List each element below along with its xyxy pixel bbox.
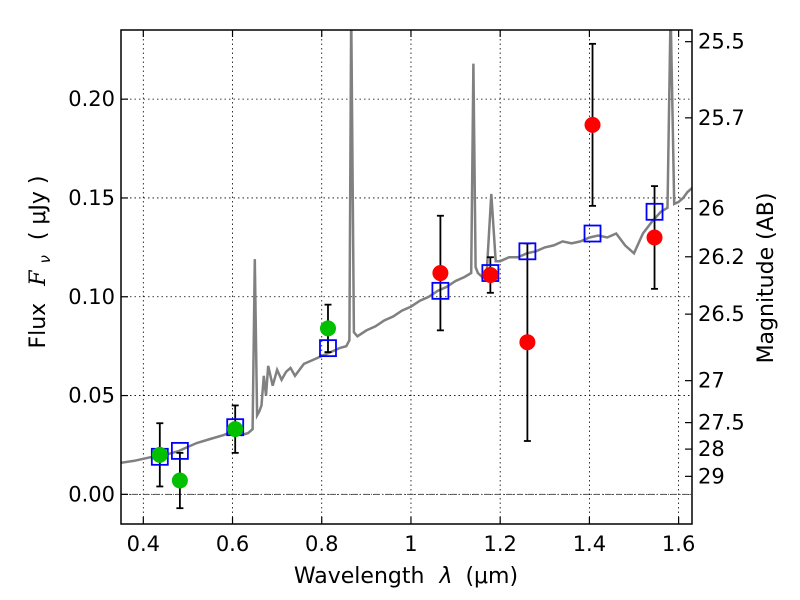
- magnitude-axis-title: Magnitude (AB): [754, 193, 779, 364]
- y-axis-ticks: 0.00 0.05 0.10 0.15 0.20: [68, 87, 128, 506]
- magnitude-tick-label-1: 25.7: [698, 106, 745, 130]
- x-axis-ticks: 0.4 0.6 0.8 1 1.2 1.4 1.6: [127, 30, 695, 556]
- grid: [121, 30, 692, 524]
- magnitude-tick-label-7: 28: [698, 437, 725, 461]
- x-tick-label-6: 1.6: [662, 532, 695, 556]
- x-axis-title-text: Wavelength: [294, 564, 425, 589]
- x-tick-label-2: 0.8: [305, 532, 338, 556]
- model-point-3: [319, 339, 337, 358]
- observed_optical-point-2: [227, 421, 244, 438]
- y-axis-title-unit: ( μJy ): [26, 175, 51, 240]
- y-axis-title-subscript: ν: [36, 255, 54, 263]
- y-tick-label-3: 0.15: [68, 186, 115, 210]
- observed_optical-point-1: [171, 472, 188, 489]
- x-axis-title-variable: λ: [438, 564, 452, 589]
- magnitude-tick-label-2: 26: [698, 197, 725, 221]
- y-axis-title-text: Flux: [26, 303, 51, 349]
- x-tick-label-5: 1.4: [573, 532, 606, 556]
- y-axis-title-variable: F: [26, 270, 51, 287]
- observed_optical-point-0: [151, 446, 168, 463]
- model-point-6: [518, 242, 537, 261]
- data-markers: [151, 116, 663, 489]
- x-tick-label-0: 0.4: [127, 532, 160, 556]
- model-point-4: [431, 281, 450, 300]
- errorbars: [156, 42, 659, 510]
- magnitude-axis-ticks: 25.5 25.7 26 26.2 26.5 27 27.528 29: [685, 30, 745, 488]
- observed_optical-point-3: [319, 320, 336, 337]
- observed_nir-point-1: [482, 267, 499, 284]
- model-point-1: [170, 441, 189, 460]
- model-point-8: [645, 202, 664, 221]
- observed_nir-point-2: [519, 334, 536, 351]
- plot-frame: [120, 29, 693, 525]
- observed_nir-point-3: [584, 116, 601, 133]
- model-point-7: [583, 224, 602, 243]
- x-axis-title: Wavelength λ (μm): [294, 564, 518, 589]
- observed_nir-point-4: [646, 229, 663, 246]
- magnitude-tick-label-8: 29: [698, 464, 725, 488]
- magnitude-tick-label-3: 26.2: [698, 245, 745, 269]
- x-tick-label-3: 1: [404, 532, 417, 556]
- magnitude-tick-label-4: 26.5: [698, 302, 745, 326]
- y-axis-title: Flux F ν ( μJy ): [26, 175, 56, 348]
- y-tick-label-2: 0.10: [68, 285, 115, 309]
- magnitude-tick-label-5: 27: [698, 369, 725, 393]
- observed_nir-point-0: [432, 265, 449, 282]
- y-tick-label-0: 0.00: [68, 482, 115, 506]
- y-tick-label-1: 0.05: [68, 384, 115, 408]
- magnitude-tick-label-6: 27.5: [698, 411, 745, 435]
- magnitude-tick-label-0: 25.5: [698, 30, 745, 54]
- x-axis-title-unit: (μm): [465, 564, 518, 589]
- spectrum-line: [121, 30, 692, 464]
- x-tick-label-4: 1.2: [483, 532, 516, 556]
- y-tick-label-4: 0.20: [68, 87, 115, 111]
- x-tick-label-1: 0.6: [216, 532, 249, 556]
